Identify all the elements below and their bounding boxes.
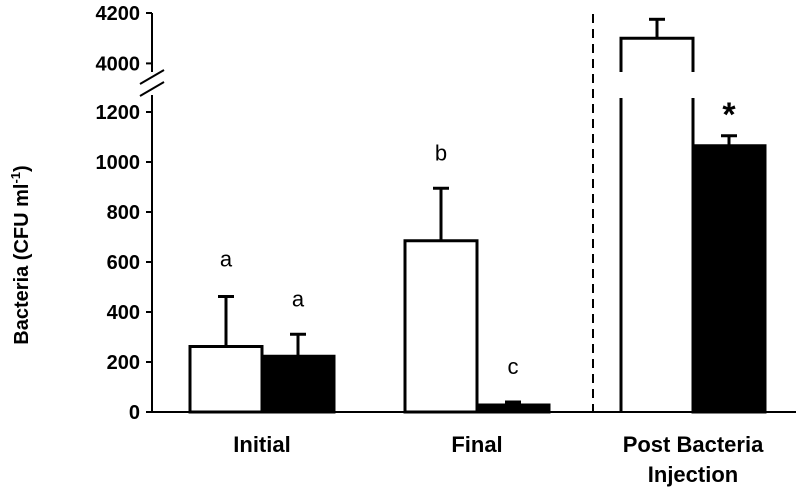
- svg-text:Bacteria (CFU ml-1): Bacteria (CFU ml-1): [8, 165, 33, 344]
- bar: [475, 403, 551, 414]
- x-axis-labels: Initial Final Post Bacteria Injection: [233, 432, 764, 487]
- y-tick-label: 400: [107, 302, 140, 324]
- bar: [403, 239, 479, 414]
- bar: [691, 144, 767, 414]
- x-category-label: Initial: [233, 432, 290, 457]
- annotations: b a c * a: [220, 96, 737, 379]
- y-tick-label: 1000: [96, 152, 141, 174]
- y-tick-label: 4000: [96, 53, 141, 75]
- significance-label: *: [722, 96, 736, 134]
- axis-break-mark: [139, 69, 165, 85]
- x-category-label: Post Bacteria: [623, 432, 764, 457]
- y-axis-title-superscript: -1: [8, 172, 23, 184]
- y-tick-label: 0: [129, 402, 140, 424]
- y-axis-title: Bacteria (CFU ml-1): [8, 165, 33, 344]
- y-tick-label: 800: [107, 202, 140, 224]
- y-tick-label: 4200: [96, 3, 141, 25]
- y-tick-label: 600: [107, 252, 140, 274]
- bar: [619, 98, 695, 412]
- error-bars: [218, 17, 737, 405]
- significance-label: c: [508, 354, 519, 379]
- axis-break-mark: [139, 81, 165, 97]
- x-category-label: Final: [451, 432, 502, 457]
- significance-label: a: [220, 247, 233, 272]
- bars: [188, 36, 767, 414]
- bar: [260, 354, 336, 414]
- significance-label: b: [435, 140, 447, 165]
- y-tick-label: 1200: [96, 102, 141, 124]
- y-tick-label: 200: [107, 352, 140, 374]
- y-axis-title-close: ): [11, 165, 33, 172]
- significance-label: a: [292, 286, 305, 311]
- x-category-label: Injection: [648, 462, 738, 487]
- y-axis-title-main: Bacteria (CFU ml: [11, 184, 33, 345]
- bar: [188, 345, 264, 414]
- bar: [619, 36, 695, 72]
